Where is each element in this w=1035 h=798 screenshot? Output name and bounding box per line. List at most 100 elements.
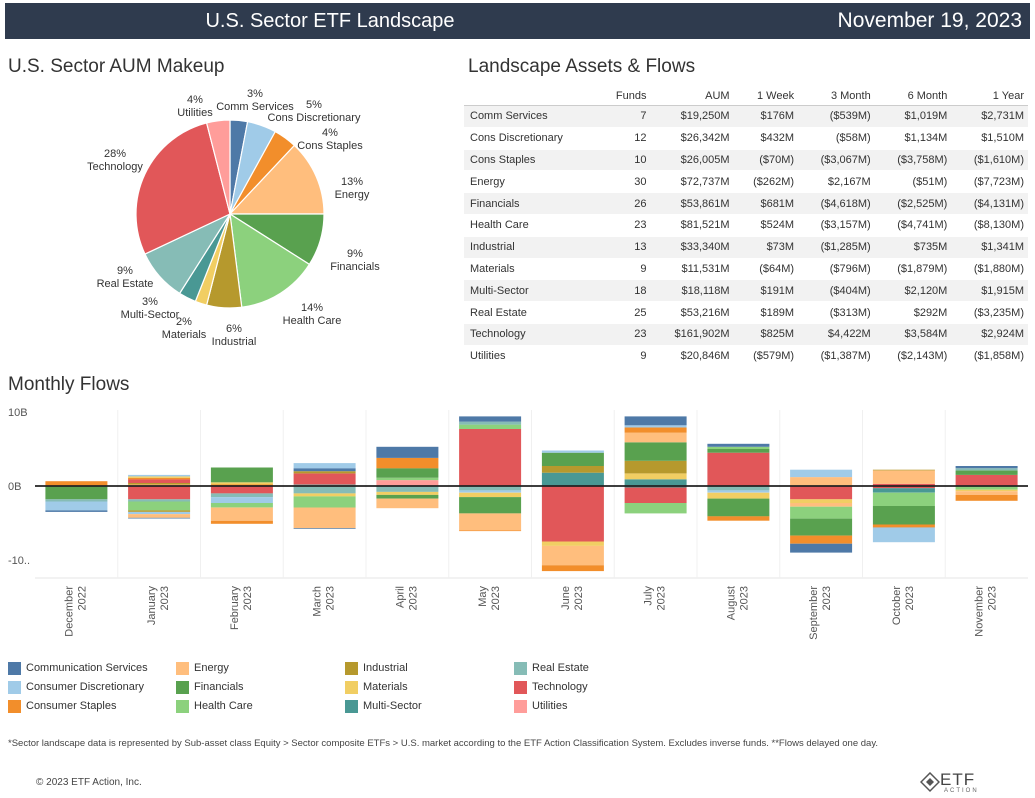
flow-bar-segment [376,457,439,469]
table-cell: ($3,758M) [874,149,952,171]
flow-bar-segment [128,501,191,511]
table-row: Cons Staples 10 $26,005M ($70M) ($3,067M) ($3… [464,149,1028,171]
table-cell: $18,118M [650,279,734,302]
flow-bar-segment [624,503,687,514]
flow-bar-segment [872,506,935,525]
flow-bar-segment [210,497,273,503]
flow-bar-segment [459,513,522,531]
pie-slice-label: Financials [330,261,380,273]
pie-slice [135,122,231,255]
table-cell: $161,902M [650,323,734,346]
flow-bar-segment [45,486,108,500]
flow-bar-segment [293,528,356,529]
table-cell: 18 [599,279,651,302]
x-tick-label-group: December 2022 [63,586,88,637]
flow-bar-segment [624,473,687,480]
table-row: Cons Discretionary 12 $26,342M $432M ($58M) $… [464,127,1028,149]
x-tick-label-year: 2023 [904,586,916,610]
sector-name-cell: Utilities [470,350,506,363]
flow-bar-segment [707,492,770,499]
legend-item: Technology [514,680,588,694]
flow-bar-segment [459,416,522,422]
x-tick-label-group: July 2023 [643,586,668,611]
legend-label: Communication Services [26,662,148,674]
legend-swatch [176,661,189,675]
pie-slice-label: Cons Discretionary [268,112,361,124]
x-tick-label-year: 2022 [76,586,88,610]
x-tick-label-month: October [891,586,903,625]
flow-bar-segment [459,429,522,486]
sector-name-cell: Materials [470,262,515,275]
table-cell: $26,005M [650,149,734,171]
flow-bar-segment [624,487,687,503]
flow-bar-segment [376,494,439,499]
table-cell: ($4,618M) [798,192,875,215]
table-cell: ($1,858M) [973,350,1024,363]
table-row: Comm Services 7 $19,250M $176M ($539M) $1,019… [464,105,1028,128]
table-cell: 30 [634,175,647,188]
footnote: *Sector landscape data is represented by… [8,738,879,749]
flow-bar-segment [541,565,604,572]
flow-bar-segment [872,486,935,489]
legend-label: Consumer Discretionary [26,681,144,693]
table-cell: ($262M) [753,175,795,188]
legend-swatch [514,680,527,694]
flow-bar-segment [210,482,273,485]
x-tick-label-group: March 2023 [312,586,337,617]
table-cell: $11,531M [681,262,730,275]
table-cell: 13 [599,236,651,259]
flow-bar-segment [45,501,108,511]
header-banner: U.S. Sector ETF Landscape November 19, 2… [5,3,1030,39]
table-cell: $1,019M [874,105,952,128]
flow-bar-segment [955,491,1018,495]
flow-bar-segment [128,483,191,485]
table-cell: $73M [733,236,799,259]
pie-slice-percent: 4% [187,94,203,106]
table-cell: $189M [760,306,795,319]
table-cell: $1,510M [981,132,1024,145]
x-tick-label-year: 2023 [573,586,585,610]
x-tick-label-month: September [808,586,820,640]
legend-item: Consumer Discretionary [8,680,144,694]
sector-name-cell: Energy [470,175,505,188]
pie-slice-label: Industrial [212,336,257,348]
flow-bar-segment [459,421,522,425]
table-cell: ($2,143M) [897,350,948,363]
flow-bar-segment [45,499,108,502]
report-date: November 19, 2023 [837,9,1022,32]
x-tick-label-month: March [312,586,324,617]
pie-slice-label: Health Care [283,315,342,327]
x-tick-label-month: April [394,586,406,608]
column-header: 6 Month [874,86,952,106]
legend-item: Utilities [514,699,567,713]
column-header: 3 Month [798,86,875,106]
flow-bar-segment [872,469,935,471]
logo-text: ETF [940,770,976,789]
table-cell: $681M [733,192,799,215]
x-tick-label-year: 2023 [407,586,419,610]
flow-bar-segment [210,493,273,498]
table-cell: $53,861M [650,192,734,215]
x-tick-label-year: 2023 [987,586,999,610]
legend-label: Industrial [363,662,408,674]
legend-item: Materials [345,680,408,694]
flow-bar-segment [707,516,770,521]
flow-bar-segment [293,493,356,497]
table-row: Multi-Sector 18 $18,118M $191M ($404M) $2,120… [464,279,1028,302]
pie-slice-percent: 4% [322,127,338,139]
table-cell: ($3,235M) [973,306,1024,319]
table-row: Financials 26 $53,861M $681M ($4,618M) ($2,52… [464,192,1028,215]
x-tick-label-group: May 2023 [477,586,502,611]
pie-slice [205,119,231,215]
sector-name-cell: Multi-Sector [464,279,600,302]
sector-name-cell: Real Estate [470,306,527,319]
flow-bar-segment [955,466,1018,469]
flow-bar-segment [128,476,191,478]
flow-bar-segment [128,510,191,512]
table-cell: $292M [913,306,948,319]
table-cell: $26,342M [680,132,730,145]
pie-title: U.S. Sector AUM Makeup [8,56,225,77]
flow-bar-segment [376,486,439,492]
x-tick-label-month: December [63,586,75,637]
table-cell: $2,167M [827,175,871,188]
